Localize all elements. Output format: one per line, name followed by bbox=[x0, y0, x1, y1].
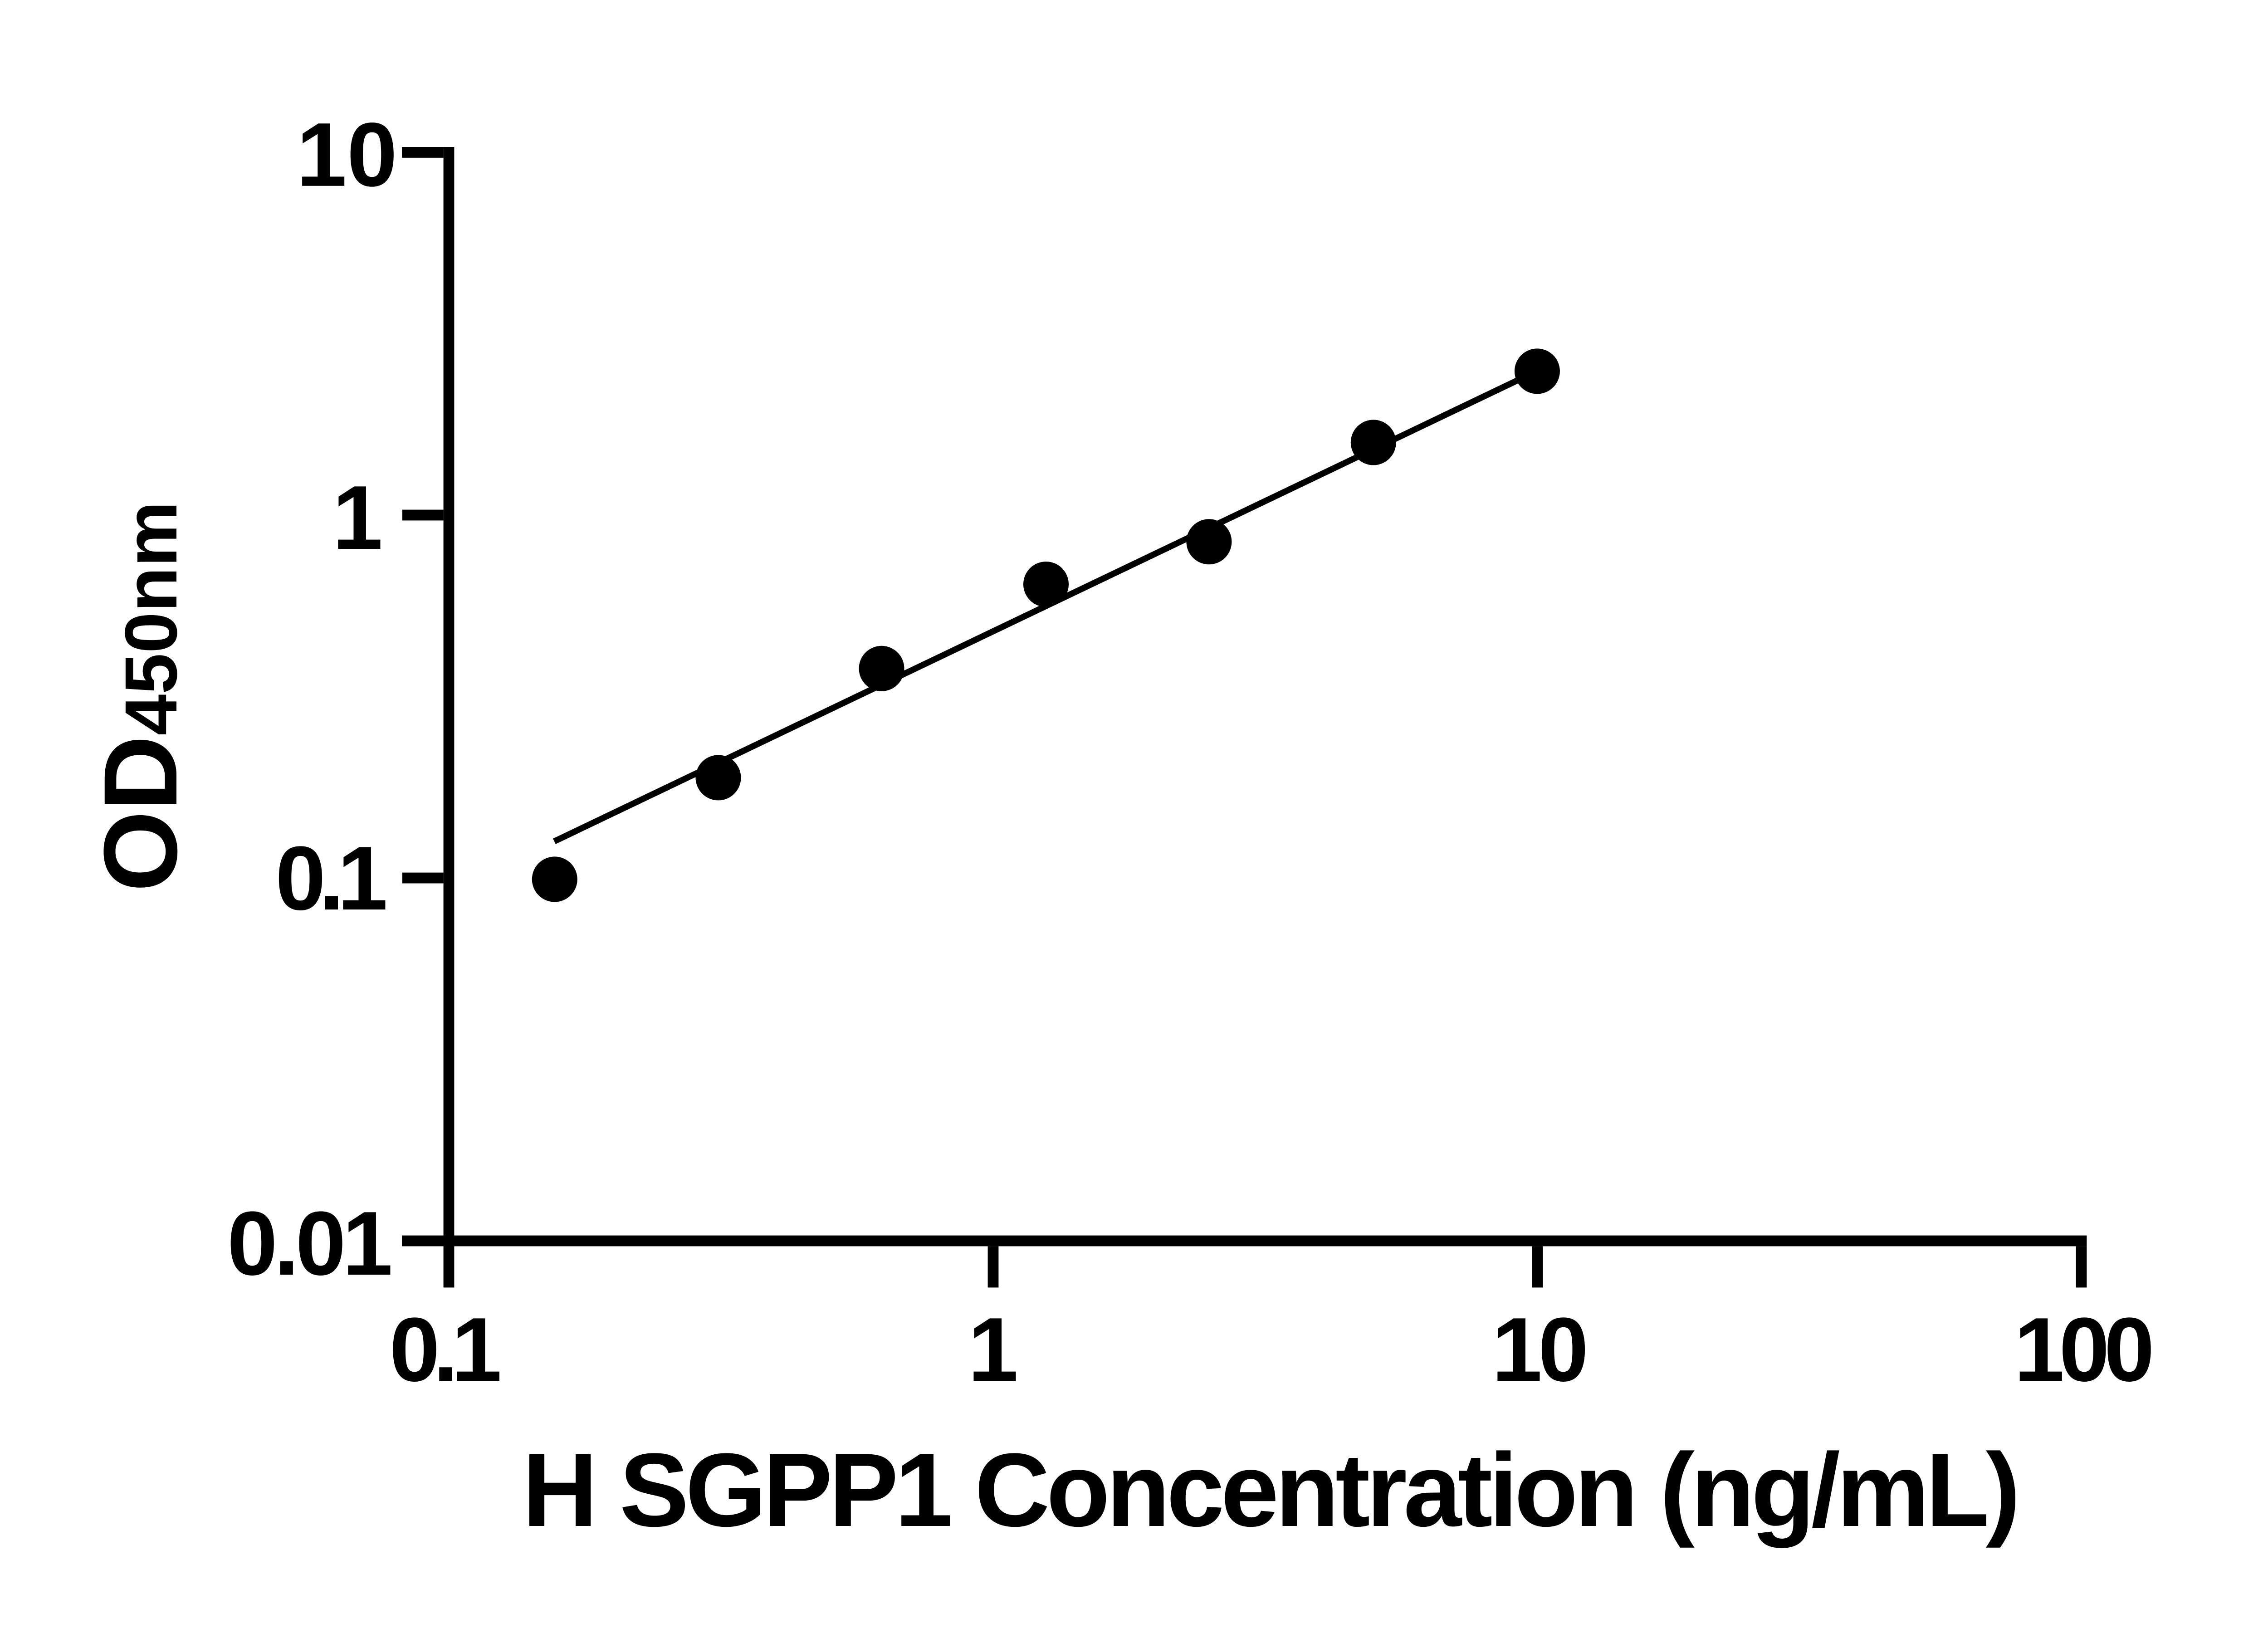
svg-text:0.01: 0.01 bbox=[227, 1193, 391, 1294]
svg-text:1: 1 bbox=[332, 467, 383, 568]
svg-text:10: 10 bbox=[297, 104, 397, 205]
svg-text:1: 1 bbox=[968, 1299, 1018, 1400]
svg-text:10: 10 bbox=[1492, 1299, 1585, 1400]
svg-text:0.1: 0.1 bbox=[389, 1299, 499, 1400]
svg-text:100: 100 bbox=[2014, 1299, 2151, 1400]
svg-text:H SGPP1 Concentration (ng/mL): H SGPP1 Concentration (ng/mL) bbox=[523, 1432, 2017, 1548]
svg-text:0.1: 0.1 bbox=[275, 828, 386, 929]
svg-text:OD450nm: OD450nm bbox=[82, 501, 199, 892]
